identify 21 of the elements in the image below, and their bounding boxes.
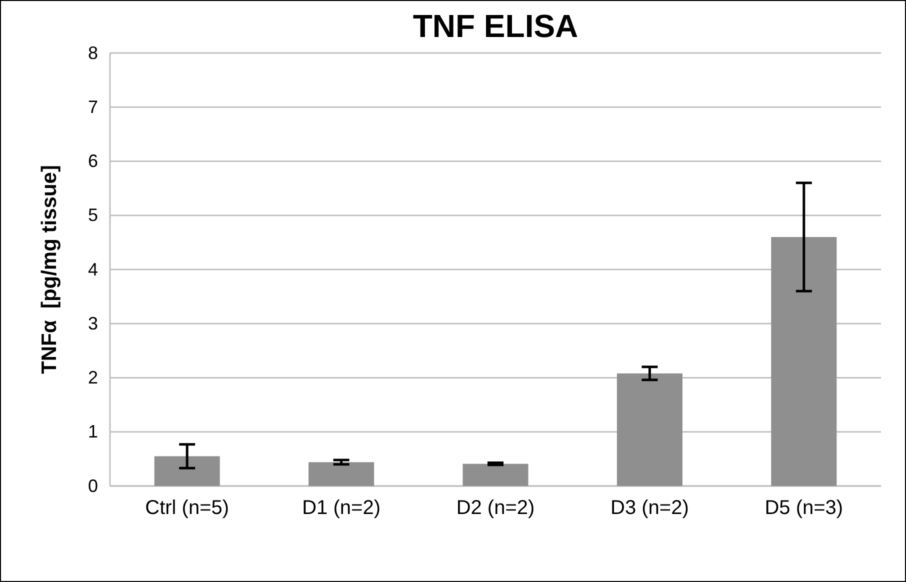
chart-title: TNF ELISA (412, 8, 578, 44)
x-tick-label: D5 (n=3) (764, 497, 844, 520)
bar (308, 462, 374, 486)
y-tick-label: 0 (88, 476, 98, 496)
x-tick-label: D1 (n=2) (302, 497, 380, 520)
x-tick-label: D3 (n=2) (610, 497, 689, 520)
y-tick-label: 5 (88, 205, 98, 226)
y-tick-label: 1 (88, 422, 98, 442)
y-tick-label: 6 (88, 151, 98, 172)
bar (616, 373, 682, 486)
x-tick-label: D2 (n=2) (456, 497, 535, 520)
x-tick-label: Ctrl (n=5) (145, 497, 230, 520)
y-tick-label: 8 (88, 42, 98, 63)
bar (462, 464, 528, 486)
bar (771, 237, 837, 486)
y-tick-label: 4 (88, 259, 98, 280)
y-tick-label: 2 (88, 368, 98, 388)
y-axis-title: TNFα [pg/mg tissue] (38, 165, 61, 374)
y-tick-label: 3 (88, 313, 98, 334)
bar (154, 456, 220, 486)
y-tick-label: 7 (88, 96, 98, 117)
